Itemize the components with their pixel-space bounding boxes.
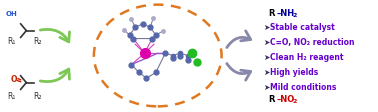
FancyArrowPatch shape <box>40 30 70 42</box>
Text: C=O, NO₂ reduction: C=O, NO₂ reduction <box>270 38 355 47</box>
Text: 2: 2 <box>292 13 296 18</box>
FancyArrowPatch shape <box>40 70 70 82</box>
Text: ➤: ➤ <box>263 38 269 47</box>
Text: ➤: ➤ <box>263 67 269 76</box>
FancyArrowPatch shape <box>227 32 251 48</box>
Text: High yields: High yields <box>270 67 319 76</box>
Text: OH: OH <box>5 10 17 16</box>
Text: R: R <box>268 9 275 18</box>
Text: ➤: ➤ <box>263 82 269 91</box>
Text: ➤: ➤ <box>263 22 269 31</box>
Text: Clean H₂ reagent: Clean H₂ reagent <box>270 53 344 62</box>
Text: Stable catalyst: Stable catalyst <box>270 22 335 31</box>
Text: 2: 2 <box>292 98 296 103</box>
Text: R₁: R₁ <box>7 91 15 100</box>
Text: O: O <box>11 74 17 83</box>
Text: –NO: –NO <box>277 94 295 103</box>
Text: R: R <box>268 94 275 103</box>
FancyArrowPatch shape <box>227 64 251 80</box>
Text: ➤: ➤ <box>263 53 269 62</box>
Text: R₁: R₁ <box>7 37 15 46</box>
Text: R₂: R₂ <box>33 37 42 46</box>
Text: –NH: –NH <box>277 9 295 18</box>
Text: R₂: R₂ <box>33 91 42 100</box>
Text: Mild conditions: Mild conditions <box>270 82 337 91</box>
